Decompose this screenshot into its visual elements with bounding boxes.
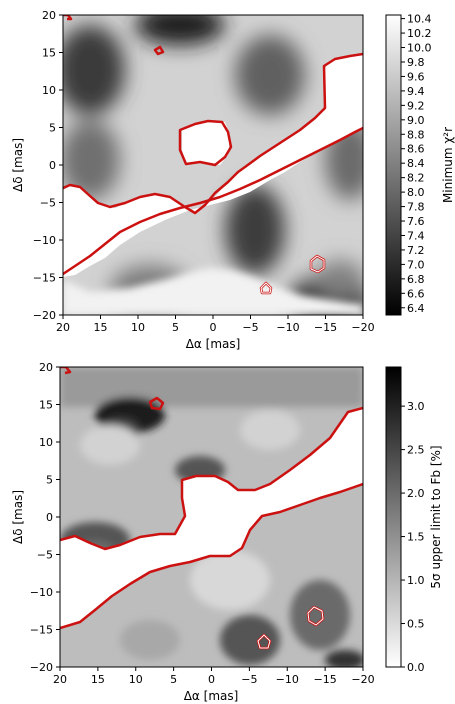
x-tick-label: 0 — [210, 321, 217, 334]
colorbar-tick-label: 8.2 — [407, 172, 425, 185]
x-tick-label: 20 — [56, 321, 70, 334]
colorbar-tick-label: 7.2 — [407, 244, 425, 257]
top-colorbar-ticks: 10.410.2 10.09.89.6 9.49.2 9.08.8 8.68.4 8.28… — [401, 13, 432, 315]
colorbar-tick-label: 9.2 — [407, 99, 425, 112]
x-tick-label: 10 — [131, 321, 145, 334]
colorbar-tick-label: 0.0 — [407, 661, 425, 674]
x-tick-label: 20 — [53, 673, 67, 686]
x-tick-label: 10 — [129, 673, 143, 686]
y-tick-label: 5 — [46, 474, 53, 487]
y-tick-label: 0 — [49, 159, 56, 172]
y-tick-label: 5 — [49, 122, 56, 135]
top-heatmap — [63, 15, 363, 315]
top-x-axis-label: Δα [mas] — [186, 337, 241, 351]
colorbar-tick-label: 3.0 — [407, 400, 425, 413]
y-tick-label: −20 — [30, 661, 53, 674]
y-tick-label: 0 — [46, 511, 53, 524]
colorbar-tick-label: 6.4 — [407, 302, 425, 315]
bottom-colorbar-label: 5σ upper limit to Fb [%] — [429, 445, 443, 588]
x-tick-label: 15 — [94, 321, 108, 334]
bottom-colorbar-ticks: 3.0 2.5 2.0 1.5 1.0 0.5 0.0 — [401, 400, 425, 674]
y-tick-label: −5 — [37, 549, 53, 562]
colorbar-tick-label: 10.4 — [407, 13, 432, 26]
top-colorbar — [385, 14, 402, 316]
y-tick-label: 15 — [39, 399, 53, 412]
y-tick-label: 20 — [39, 361, 53, 374]
y-tick-label: −10 — [30, 586, 53, 599]
bottom-x-axis: 20 15 10 5 0 −5 −10 −15 −20 — [53, 667, 375, 686]
colorbar-tick-label: 1.5 — [407, 531, 425, 544]
colorbar-tick-label: 2.5 — [407, 444, 425, 457]
y-tick-label: −10 — [33, 234, 56, 247]
y-tick-label: 10 — [39, 436, 53, 449]
y-tick-label: 15 — [42, 47, 56, 60]
x-tick-label: 0 — [208, 673, 215, 686]
colorbar-tick-label: 7.8 — [407, 201, 425, 214]
colorbar-tick-label: 2.0 — [407, 487, 425, 500]
x-tick-label: −15 — [314, 321, 337, 334]
colorbar-tick-label: 1.0 — [407, 574, 425, 587]
bottom-y-axis: 20 15 10 5 0 −5 −10 −15 −20 — [30, 361, 60, 674]
y-tick-label: 20 — [42, 9, 56, 22]
top-x-axis: 20 15 10 5 0 −5 −10 −15 −20 — [56, 315, 375, 334]
bottom-colorbar — [385, 366, 402, 668]
colorbar-tick-label: 7.6 — [407, 215, 425, 228]
colorbar-tick-label: 9.4 — [407, 85, 425, 98]
x-tick-label: 5 — [172, 321, 179, 334]
bottom-panel: 20 15 10 5 0 −5 −10 −15 −20 20151050−5−10−15−20 … — [11, 361, 443, 703]
colorbar-tick-label: 9.0 — [407, 114, 425, 127]
colorbar-tick-label: 8.4 — [407, 157, 425, 170]
bottom-y-axis-label: Δδ [mas] — [11, 490, 25, 544]
bottom-x-axis-label: Δα [mas] — [184, 689, 239, 703]
colorbar-tick-label: 9.8 — [407, 56, 425, 69]
x-tick-label: −5 — [242, 321, 258, 334]
x-tick-label: 5 — [170, 673, 177, 686]
colorbar-tick-label: 9.6 — [407, 70, 425, 83]
top-panel: 20 15 10 5 0 −5 −10 −15 −20 20151050−5−10−15−20 … — [11, 9, 455, 351]
colorbar-tick-label: 6.6 — [407, 287, 425, 300]
top-y-axis: 20 15 10 5 0 −5 −10 −15 −20 — [33, 9, 63, 322]
y-tick-label: −20 — [33, 309, 56, 322]
top-colorbar-label: Minimum χ²r — [441, 127, 455, 203]
colorbar-tick-label: 8.8 — [407, 128, 425, 141]
y-tick-label: −15 — [30, 624, 53, 637]
y-tick-label: −5 — [40, 197, 56, 210]
bottom-heatmap — [60, 367, 363, 667]
x-tick-label: −10 — [276, 673, 299, 686]
y-tick-label: 10 — [42, 84, 56, 97]
colorbar-tick-label: 10.0 — [407, 42, 432, 55]
colorbar-tick-label: 7.4 — [407, 229, 425, 242]
colorbar-tick-label: 6.8 — [407, 273, 425, 286]
top-y-axis-label: Δδ [mas] — [11, 138, 25, 192]
y-tick-label: −15 — [33, 272, 56, 285]
x-tick-label: −10 — [276, 321, 299, 334]
colorbar-tick-label: 7.0 — [407, 258, 425, 271]
x-tick-label: −20 — [351, 673, 374, 686]
colorbar-tick-label: 10.2 — [407, 27, 432, 40]
x-tick-label: −5 — [241, 673, 257, 686]
x-tick-label: −15 — [314, 673, 337, 686]
colorbar-tick-label: 0.5 — [407, 618, 425, 631]
colorbar-tick-label: 8.0 — [407, 186, 425, 199]
colorbar-tick-label: 8.6 — [407, 143, 425, 156]
x-tick-label: 15 — [91, 673, 105, 686]
x-tick-label: −20 — [351, 321, 374, 334]
